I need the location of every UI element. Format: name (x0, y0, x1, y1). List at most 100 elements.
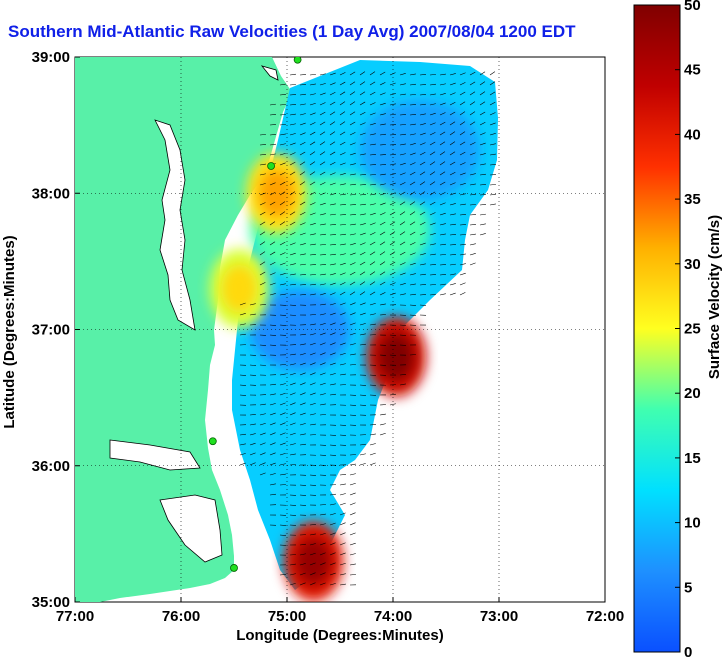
velocity-arrow (269, 192, 276, 196)
velocity-arrow (399, 293, 406, 296)
velocity-arrow (329, 562, 336, 566)
velocity-arrow (439, 181, 446, 186)
velocity-arrow (289, 211, 296, 216)
velocity-arrow (299, 553, 306, 556)
velocity-arrow (299, 294, 306, 296)
velocity-arrow (309, 243, 316, 246)
velocity-arrow (349, 121, 356, 126)
velocity-arrow (329, 532, 336, 536)
velocity-arrow (289, 563, 296, 566)
velocity-arrow (319, 293, 326, 296)
velocity-arrow (329, 282, 336, 286)
velocity-arrow (419, 284, 426, 286)
velocity-arrow (299, 243, 306, 246)
velocity-arrow (299, 412, 306, 416)
velocity-arrow (389, 201, 396, 206)
velocity-arrow (319, 542, 326, 546)
velocity-arrow (449, 121, 456, 126)
x-axis-ticks: 77:00 76:00 75:00 74:00 73:00 72:00 (56, 597, 624, 625)
velocity-arrow (299, 572, 306, 576)
velocity-arrow (259, 251, 266, 256)
velocity-arrow (419, 94, 426, 96)
velocity-arrow (309, 181, 316, 186)
velocity-arrow (289, 191, 296, 196)
velocity-arrow (279, 221, 286, 226)
velocity-arrow (429, 263, 436, 266)
velocity-arrow (369, 203, 376, 206)
velocity-arrow (489, 153, 496, 156)
velocity-arrow (289, 382, 296, 386)
velocity-arrow (309, 402, 316, 406)
velocity-arrow (299, 382, 306, 386)
velocity-arrow (359, 91, 366, 96)
velocity-arrow (379, 271, 386, 276)
velocity-arrow (259, 261, 266, 266)
velocity-arrow (479, 111, 486, 116)
velocity-arrow (349, 332, 356, 336)
velocity-arrow (399, 103, 406, 106)
velocity-arrow (409, 221, 416, 226)
velocity-arrow (299, 232, 306, 236)
velocity-arrow (279, 324, 287, 326)
velocity-arrow (349, 364, 356, 366)
velocity-arrow (339, 282, 346, 286)
velocity-arrow (469, 262, 476, 266)
velocity-arrow (369, 443, 376, 446)
velocity-arrow (399, 374, 406, 376)
velocity-arrow (329, 503, 336, 506)
velocity-arrow (299, 343, 306, 346)
velocity-arrow (269, 403, 276, 406)
velocity-arrow (299, 93, 306, 96)
velocity-arrow (299, 333, 306, 336)
velocity-arrow (339, 291, 346, 296)
velocity-arrow (309, 73, 316, 76)
chesapeake-bay (154, 119, 196, 331)
velocity-arrow (319, 263, 326, 266)
velocity-arrow (309, 191, 316, 196)
station-marker (230, 564, 238, 572)
velocity-arrow (259, 442, 266, 446)
velocity-arrow (359, 404, 367, 406)
velocity-arrow (389, 113, 396, 116)
velocity-arrow (459, 172, 466, 176)
velocity-arrow (279, 114, 286, 116)
velocity-arrow (279, 273, 286, 276)
velocity-arrow (479, 71, 486, 76)
velocity-arrow (319, 382, 326, 386)
velocity-arrow (329, 263, 336, 266)
velocity-arrow (389, 153, 396, 156)
velocity-arrow (309, 533, 316, 536)
velocity-arrow (359, 132, 366, 136)
velocity-arrow (279, 473, 286, 476)
velocity-arrow (319, 131, 326, 136)
velocity-arrow (429, 233, 436, 236)
velocity-arrow (369, 164, 376, 166)
velocity-arrow (449, 273, 456, 276)
velocity-arrow (409, 152, 416, 156)
velocity-arrow (349, 454, 357, 456)
velocity-arrow (369, 174, 376, 176)
x-tick-label: 77:00 (56, 608, 94, 625)
velocity-arrow (299, 484, 307, 486)
velocity-arrow (379, 102, 386, 106)
velocity-arrow (269, 201, 276, 206)
velocity-arrow (359, 163, 366, 166)
velocity-arrow (299, 122, 306, 126)
velocity-arrow (439, 93, 446, 96)
velocity-arrow (269, 251, 276, 256)
velocity-arrow (469, 204, 476, 206)
velocity-arrow (319, 332, 326, 336)
velocity-arrow (359, 453, 366, 456)
velocity-arrow (299, 284, 306, 286)
velocity-arrow (309, 582, 316, 586)
velocity-arrow (409, 304, 417, 306)
velocity-arrow (359, 184, 366, 186)
velocity-arrow (379, 92, 386, 96)
velocity-arrow (469, 111, 476, 116)
velocity-arrow (239, 302, 246, 306)
velocity-arrow (389, 163, 396, 166)
velocity-arrow (369, 193, 376, 196)
plot-area: 77:00 76:00 75:00 74:00 73:00 72:00 39:00 38:0… (1, 49, 624, 644)
velocity-arrow (379, 212, 386, 216)
velocity-arrow (309, 323, 316, 326)
